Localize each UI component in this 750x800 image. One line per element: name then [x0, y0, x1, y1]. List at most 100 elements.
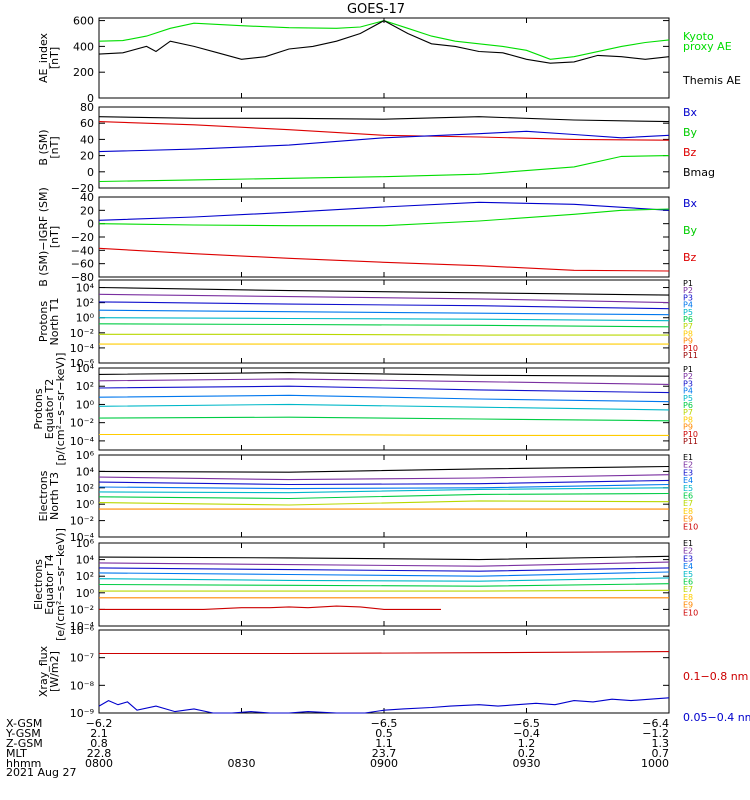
x-row-value: −6.5: [371, 717, 398, 730]
y-tick-label: 10⁰: [76, 398, 95, 411]
series-e3: [98, 567, 670, 572]
figure-title: GOES-17: [347, 2, 405, 17]
legend-item-e10: E10: [683, 522, 698, 531]
series-e3: [98, 479, 670, 486]
legend-item-p2: P2: [683, 372, 693, 381]
y-tick-label: 20: [80, 150, 94, 163]
x-axis-table: X-GSM −6.2 −6.5 −6.5 −6.4 Y-GSM 2.1 0.5 −0.4 −1.2…: [5, 717, 669, 770]
series-p3: [98, 301, 670, 310]
y-tick-label: 10⁻⁴: [70, 531, 95, 544]
x-row-label: hhmm: [6, 757, 41, 770]
legend-item-by: By: [683, 126, 698, 139]
legend-item-e6: E6: [683, 492, 693, 501]
legend-item-p5: P5: [683, 394, 693, 403]
y-tick-label: 10⁻²: [70, 603, 94, 616]
series-p5: [98, 403, 670, 411]
series-p2: [98, 378, 670, 385]
series-bx: [98, 130, 670, 153]
series-0-05-0-4-nm: [98, 697, 670, 714]
legend-item-p1: P1: [683, 365, 693, 374]
y-tick-label: 10⁴: [76, 282, 95, 295]
legend-item-e2: E2: [683, 547, 693, 556]
y-tick-label: −20: [71, 231, 94, 244]
y-tick-label: −20: [71, 182, 94, 195]
x-row-value: 23.7: [372, 747, 397, 760]
legend-item-proxy-ae: proxy AE: [683, 40, 732, 53]
series-p1: [98, 372, 670, 377]
y-tick-label: 0: [87, 218, 94, 231]
x-row-value: −6.2: [86, 717, 113, 730]
y-tick-label: 40: [80, 191, 94, 204]
legend-item-e1: E1: [683, 453, 693, 462]
y-tick-label: 10⁶: [76, 537, 95, 550]
legend-item-e5: E5: [683, 570, 693, 579]
series-e5: [98, 487, 670, 494]
y-tick-label: 20: [80, 204, 94, 217]
legend-item-e8: E8: [683, 507, 693, 516]
series-p7: [99, 333, 669, 336]
y-axis-label: B (SM): [37, 129, 50, 165]
x-row-value: 1.2: [518, 737, 536, 750]
legend-item-p9: P9: [683, 337, 693, 346]
series-p7: [99, 433, 669, 436]
y-tick-label: 10⁻⁴: [70, 435, 95, 448]
panel-frame: [98, 17, 670, 99]
x-row-value: 0.2: [518, 747, 536, 760]
x-row-value: 1000: [641, 757, 669, 770]
legend-item-p10: P10: [683, 430, 698, 439]
series-themis-ae: [98, 19, 670, 64]
series-e4: [98, 571, 670, 577]
legend-item-e9: E9: [683, 601, 693, 610]
series-p6: [98, 323, 670, 328]
x-row-label: Z-GSM: [6, 737, 43, 750]
x-row-value: 0.7: [652, 747, 670, 760]
x-row-value: 0930: [513, 757, 541, 770]
x-row-label: X-GSM: [6, 717, 42, 730]
series-e6: [98, 583, 670, 587]
y-tick-label: 80: [80, 101, 94, 114]
y-axis-label: [p/(cm²−s−sr−keV)]: [54, 353, 67, 466]
y-tick-label: 10⁴: [76, 554, 95, 567]
legend-item-p7: P7: [683, 322, 693, 331]
y-axis-label: Electrons: [32, 559, 45, 610]
y-tick-label: 400: [73, 40, 94, 53]
series-e5: [98, 577, 670, 582]
series-by: [98, 155, 670, 183]
panel-b_sm: −20 0 20 40 60 80 B (SM)[nT] Bx By Bz Bmag: [37, 101, 715, 195]
series-e7: [99, 589, 670, 592]
y-tick-label: 10⁶: [76, 449, 95, 462]
series-0-1-0-8-nm: [99, 651, 670, 655]
y-tick-label: 10²: [76, 297, 94, 310]
series-bz: [98, 247, 670, 272]
legend-item-p9: P9: [683, 423, 693, 432]
y-tick-label: 10²: [76, 482, 94, 495]
legend-item-themis-ae: Themis AE: [682, 74, 741, 87]
legend-item-e10: E10: [683, 608, 698, 617]
x-row-value: −0.4: [513, 727, 540, 740]
x-row-value: 22.8: [87, 747, 112, 760]
y-axis-label: [W/m2]: [48, 651, 61, 692]
series-e7: [98, 500, 670, 506]
legend-item-e3: E3: [683, 468, 693, 477]
series-e1: [98, 555, 670, 561]
series-p3: [98, 385, 670, 394]
y-axis-label: Equator T4: [43, 554, 56, 614]
panel-frame: [98, 196, 670, 278]
x-row-label: MLT: [6, 747, 27, 760]
series-bmag: [98, 116, 670, 123]
y-tick-label: 10⁻²: [70, 327, 94, 340]
y-tick-label: 10⁻⁴: [70, 620, 95, 633]
legend-item-p3: P3: [683, 293, 693, 302]
y-tick-label: 10⁻⁶: [70, 357, 95, 370]
legend-item-p5: P5: [683, 308, 693, 317]
y-tick-label: −60: [71, 258, 94, 271]
legend-item-p1: P1: [683, 279, 693, 288]
y-tick-label: 0: [87, 166, 94, 179]
series-p5: [98, 317, 670, 322]
x-row-value: 0.5: [375, 727, 393, 740]
legend-item-bz: Bz: [683, 146, 697, 159]
x-row-value: −6.5: [513, 717, 540, 730]
